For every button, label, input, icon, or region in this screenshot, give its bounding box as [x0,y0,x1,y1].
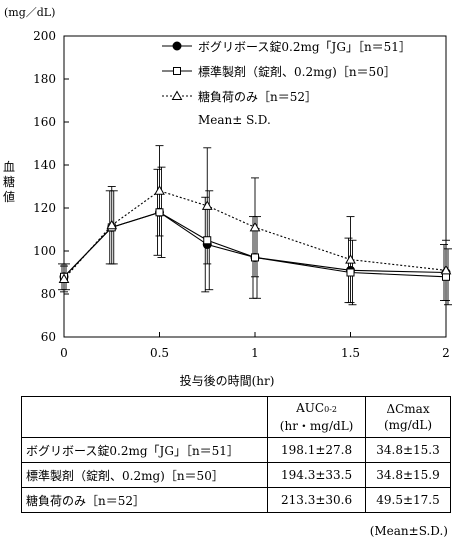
y-tick-label: 120 [33,201,56,215]
y-axis-label-char: 血 [2,160,15,174]
table-cell-auc: 194.3±33.5 [267,462,367,488]
legend-marker [173,67,181,75]
cmax-unit: (mg/dL) [383,418,433,432]
data-point-series-3 [106,219,118,230]
legend-marker [171,90,183,100]
legend-label: 糖負荷のみ［n＝52］ [198,89,317,104]
legend-marker [172,41,182,51]
table-cell-cmax: 34.8±15.3 [365,437,451,463]
x-tick-label: 1.5 [341,346,360,360]
x-tick-label: 1 [251,346,259,360]
glucose-line-chart: 60 80 100 120 140 160 180 200 0 0.5 1 1.5 2 ボグリボース錠0.… [33,29,452,360]
table-row: 標準製剤（錠剤、0.2mg)［n＝50］ 194.3±33.5 34.8±15.… [20,462,451,488]
data-point-series-3 [201,200,213,210]
table-cell-group: 糖負荷のみ［n＝52］ [20,487,269,513]
table-header-row: AUC0-2 (hr・mg/dL) ΔCmax (mg/dL) [20,396,451,438]
y-tick-label: 200 [33,29,56,43]
x-tick-label: 0.5 [150,346,169,360]
legend-note: Mean± S.D. [198,113,271,127]
y-axis-label-char: 糖 [2,175,15,189]
table-header-cmax: ΔCmax (mg/dL) [365,396,451,438]
cmax-label: ΔCmax [386,402,430,416]
data-point-series-3 [249,221,261,232]
table-cell-cmax: 34.8±15.9 [365,462,451,488]
y-axis-label-char: 値 [2,190,15,204]
y-tick-label: 180 [33,72,56,86]
table-row: ボグリボース錠0.2mg「JG」［n＝51］ 198.1±27.8 34.8±1… [20,437,451,463]
stats-table: AUC0-2 (hr・mg/dL) ΔCmax (mg/dL) ボグリボース錠0… [20,396,451,513]
data-point-series-3 [154,185,165,195]
auc-label: AUC [296,401,325,415]
data-point-series-3 [345,254,356,264]
data-point-series-2 [346,268,355,277]
table-header-auc: AUC0-2 (hr・mg/dL) [267,396,367,438]
data-point-series-2 [251,253,259,262]
data-point-series-2 [155,208,164,217]
data-point-series-2 [203,236,212,245]
x-tick-label: 0 [60,346,68,360]
y-tick-label: 60 [41,330,56,344]
x-axis-label: 投与後の時間(hr) [179,374,275,388]
table-row: 糖負荷のみ［n＝52］ 213.3±30.6 49.5±17.5 [20,487,451,513]
y-axis-unit: (mg／dL) [4,6,56,19]
table-cell-group: ボグリボース錠0.2mg「JG」［n＝51］ [20,437,269,463]
auc-subscript: 0-2 [324,405,337,414]
legend-label: 標準製剤（錠剤、0.2mg)［n＝50］ [198,64,396,79]
table-cell-group: 標準製剤（錠剤、0.2mg)［n＝50］ [20,462,269,488]
auc-unit: (hr・mg/dL) [279,419,354,433]
y-axis-label: 血糖値 [2,160,16,205]
data-point-series-3 [440,264,452,275]
y-tick-label: 100 [33,244,56,258]
y-tick-label: 80 [41,287,56,301]
data-point-series-3 [58,273,70,283]
table-cell-auc: 213.3±30.6 [267,487,367,513]
table-footnote: (Mean±S.D.) [369,524,448,538]
table-header-empty [20,396,269,438]
x-tick-label: 2 [442,346,450,360]
y-tick-label: 140 [33,158,56,172]
table-cell-cmax: 49.5±17.5 [365,487,451,513]
table-cell-auc: 198.1±27.8 [267,437,367,463]
legend-label: ボグリボース錠0.2mg「JG」［n＝51］ [198,39,411,54]
y-tick-label: 160 [33,115,56,129]
